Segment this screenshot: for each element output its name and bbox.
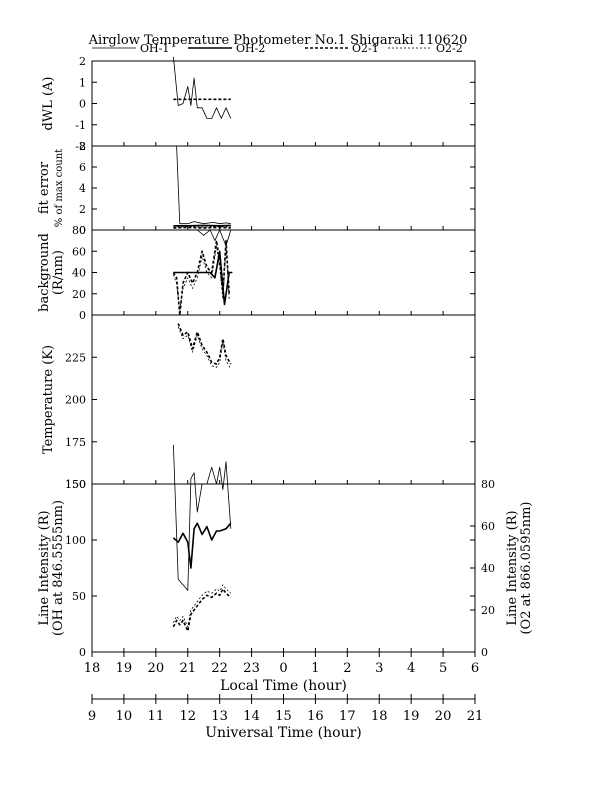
ylabel-int: Line Intensity (R): [37, 510, 52, 625]
y2tick-label-int: 20: [481, 604, 495, 617]
ytick-label-fit: 0: [79, 224, 86, 237]
ytick-label-int: 150: [65, 478, 86, 491]
xtick-label-ut: 13: [211, 709, 228, 724]
ytick-label-temp: 200: [65, 394, 86, 407]
xtick-label-local: 22: [211, 661, 228, 676]
ytick-label-fit: 4: [79, 182, 86, 195]
ylabel-fit: fit error: [37, 161, 52, 214]
series-temp-o2-1: [177, 323, 232, 365]
xtick-label-local: 19: [116, 661, 133, 676]
xtick-label-ut: 20: [435, 709, 452, 724]
series-int-oh-1: [173, 444, 232, 591]
ytick-label-temp: 175: [65, 436, 86, 449]
panels: -2 -1 0 1 2 dWL (A) 0 2 4 6 8 fit error% of max cou…: [37, 55, 534, 659]
xtick-label-ut: 21: [467, 709, 484, 724]
xtick-label-local: 5: [439, 661, 447, 676]
panel-frame-bg: [91, 229, 476, 316]
xtick-label-ut: 18: [371, 709, 388, 724]
xtick-label-ut: 10: [116, 709, 133, 724]
xtick-label-local: 4: [407, 661, 415, 676]
series-bg-oh-1: [173, 229, 232, 247]
xtick-label-local: 21: [179, 661, 196, 676]
ytick-label-bg: 40: [72, 267, 86, 280]
xtick-label-local: 18: [84, 661, 101, 676]
xtick-label-ut: 17: [339, 709, 356, 724]
ytick-label-dwl: 1: [79, 76, 86, 89]
chart-title: Airglow Temperature Photometer No.1 Shig…: [88, 33, 468, 48]
panel-fit: 0 2 4 6 8 fit error% of max count: [37, 140, 476, 237]
ytick-label-dwl: 2: [79, 55, 86, 68]
ytick-label-fit: 2: [79, 203, 86, 216]
legend: OH-1 OH-2 O2-1 O2-2: [92, 42, 463, 55]
xtick-label-local: 3: [375, 661, 383, 676]
xtick-label-local: 2: [343, 661, 351, 676]
xtick-label-local: 6: [471, 661, 479, 676]
panel-frame-fit: [91, 145, 476, 231]
ytick-label-bg: 80: [72, 224, 86, 237]
xlabel-ut: Universal Time (hour): [205, 725, 362, 741]
ylabel-fit: % of max count: [54, 149, 65, 227]
legend-label-o2-2: O2-2: [436, 42, 463, 55]
xtick-label-ut: 15: [275, 709, 292, 724]
series-dwl-oh-1: [173, 56, 232, 119]
panel-dwl: -2 -1 0 1 2 dWL (A): [41, 55, 476, 153]
xtick-label-local: 20: [148, 661, 165, 676]
panel-temp: 150 175 200 225 Temperature (K): [41, 314, 476, 491]
ytick-label-int: 0: [79, 646, 86, 659]
ylabel-bg: (R/nm): [51, 250, 66, 295]
ytick-label-int: 50: [72, 590, 86, 603]
ytick-label-bg: 20: [72, 288, 86, 301]
series-fit-o2-2: [173, 226, 231, 228]
y2label-int: Line Intensity (R): [505, 510, 520, 625]
ytick-label-temp: 150: [65, 478, 86, 491]
xtick-label-ut: 11: [148, 709, 165, 724]
xtick-label-ut: 19: [403, 709, 420, 724]
series-int-o2-2: [173, 584, 232, 628]
xtick-label-ut: 14: [243, 709, 260, 724]
y2tick-label-int: 60: [481, 520, 495, 533]
series-int-oh-2: [172, 522, 232, 569]
xtick-label-ut: 9: [88, 709, 96, 724]
series-int-o2-1: [172, 588, 232, 632]
ytick-label-dwl: -1: [75, 119, 86, 132]
panel-frame-temp: [91, 314, 476, 485]
xtick-label-local: 23: [243, 661, 260, 676]
ylabel-dwl: dWL (A): [41, 77, 56, 131]
xtick-label-ut: 12: [179, 709, 196, 724]
ytick-label-bg: 60: [72, 245, 86, 258]
series-temp-o2-2: [177, 326, 232, 370]
y2tick-label-int: 40: [481, 562, 495, 575]
panel-bg: 0 20 40 60 80 background (R/nm): [37, 224, 476, 322]
legend-label-oh-1: OH-1: [140, 42, 169, 55]
series-bg-o2-1: [172, 239, 230, 316]
xtick-label-local: 1: [311, 661, 319, 676]
panel-frame-dwl: [91, 60, 476, 147]
xlabel-local: Local Time (hour): [220, 678, 347, 694]
ylabel-int: (OH at 846.5555nm): [51, 500, 66, 636]
legend-label-oh-2: OH-2: [236, 42, 265, 55]
ytick-label-dwl: -2: [75, 140, 86, 153]
ytick-label-int: 100: [65, 534, 86, 547]
legend-label-o2-1: O2-1: [352, 42, 379, 55]
xtick-label-local: 0: [279, 661, 287, 676]
ytick-label-fit: 8: [79, 140, 86, 153]
series-fit-oh-1: [168, 145, 231, 225]
ylabel-bg: background: [37, 233, 52, 312]
ylabel-temp: Temperature (K): [41, 345, 56, 454]
panel-frame-int: [91, 483, 476, 653]
ytick-label-dwl: 0: [79, 98, 86, 111]
ytick-label-fit: 6: [79, 161, 86, 174]
ytick-label-temp: 225: [65, 351, 86, 364]
y2label-int: (O2 at 866.0595nm): [519, 501, 534, 634]
xtick-label-ut: 16: [307, 709, 324, 724]
ytick-label-bg: 0: [79, 309, 86, 322]
series-bg-o2-2: [173, 245, 230, 311]
y2tick-label-int: 80: [481, 478, 495, 491]
y2tick-label-int: 0: [481, 646, 488, 659]
series-bg-oh-2: [173, 250, 233, 306]
